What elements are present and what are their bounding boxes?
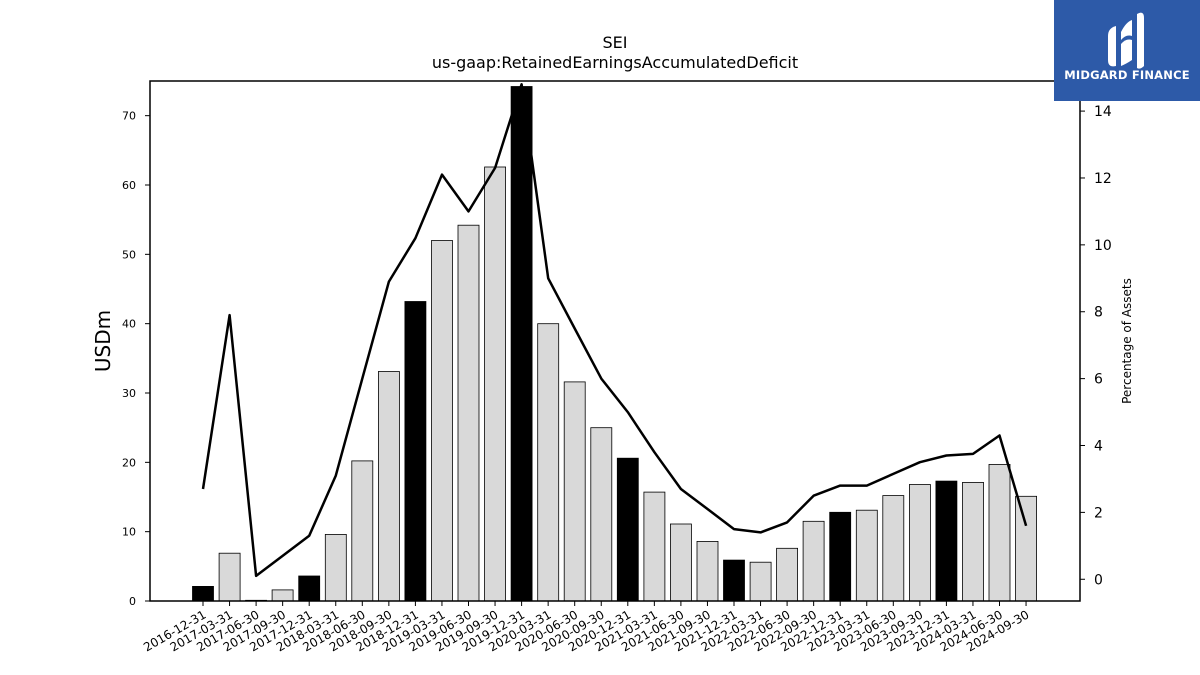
y2-tick-label: 2 <box>1094 505 1103 521</box>
bar-2021-06-30 <box>670 523 692 602</box>
bar-2017-12-31 <box>298 575 321 602</box>
y-tick-label: 60 <box>122 179 136 192</box>
percentage-of-assets-line <box>201 83 1028 578</box>
bar-2022-03-31 <box>749 561 772 602</box>
axes-layer: 010203040506070024681012142016-12-312017… <box>122 80 1112 654</box>
bar-2020-06-30 <box>563 381 586 602</box>
bar-2019-12-31 <box>510 86 533 602</box>
bar-2018-09-30 <box>377 371 400 602</box>
brand-name: MIDGARD FINANCE <box>1064 68 1190 82</box>
bar-2019-03-31 <box>431 240 453 602</box>
line-layer <box>201 83 1028 578</box>
midgard-finance-logo-icon <box>1108 12 1144 69</box>
plot-frame <box>149 80 1081 602</box>
bar-2022-09-30 <box>802 520 825 602</box>
y2-axis-label: Percentage of Assets <box>1120 278 1134 404</box>
bar-2024-03-31 <box>962 481 984 602</box>
chart-title: SEI <box>603 33 628 52</box>
bar-2024-06-30 <box>988 463 1011 602</box>
y2-tick-label: 12 <box>1094 171 1112 187</box>
bar-2018-12-31 <box>404 301 427 602</box>
bar-2023-06-30 <box>882 495 905 602</box>
y2-tick-label: 0 <box>1094 572 1103 588</box>
bar-2023-12-31 <box>935 480 958 602</box>
bar-2023-03-31 <box>855 509 878 602</box>
y-tick-label: 70 <box>122 110 136 123</box>
bar-2020-03-31 <box>537 323 560 602</box>
y-tick-label: 10 <box>122 526 136 539</box>
y2-tick-label: 4 <box>1094 439 1103 455</box>
y2-tick-label: 8 <box>1094 305 1103 321</box>
y-tick-label: 30 <box>122 387 136 400</box>
bar-2018-06-30 <box>351 460 374 602</box>
bar-2023-09-30 <box>909 484 931 602</box>
y2-tick-label: 14 <box>1094 104 1112 120</box>
bar-2022-12-31 <box>829 511 852 602</box>
bar-2019-09-30 <box>484 166 507 602</box>
bar-2020-09-30 <box>590 427 613 602</box>
y-axis-label: USDm <box>91 310 115 372</box>
bar-2022-06-30 <box>776 547 798 602</box>
y2-tick-label: 10 <box>1094 238 1112 254</box>
bar-2024-09-30 <box>1015 495 1037 602</box>
bar-2021-09-30 <box>696 541 719 602</box>
bar-2021-12-31 <box>723 559 745 602</box>
y-tick-label: 0 <box>129 595 136 608</box>
y-tick-label: 40 <box>122 318 136 331</box>
bar-2017-03-31 <box>218 552 241 602</box>
bar-2020-12-31 <box>616 457 639 602</box>
bar-2017-09-30 <box>271 589 294 602</box>
bar-2016-12-31 <box>192 586 214 602</box>
bar-2018-03-31 <box>324 534 347 602</box>
brand-logo: MIDGARD FINANCE <box>1054 0 1200 101</box>
bars-layer <box>192 86 1037 602</box>
bar-2019-06-30 <box>457 224 480 602</box>
y-tick-label: 50 <box>122 248 136 261</box>
chart-subtitle: us-gaap:RetainedEarningsAccumulatedDefic… <box>432 53 798 72</box>
y-tick-label: 20 <box>122 456 136 469</box>
y2-tick-label: 6 <box>1094 372 1103 388</box>
bar-2021-03-31 <box>643 491 666 602</box>
